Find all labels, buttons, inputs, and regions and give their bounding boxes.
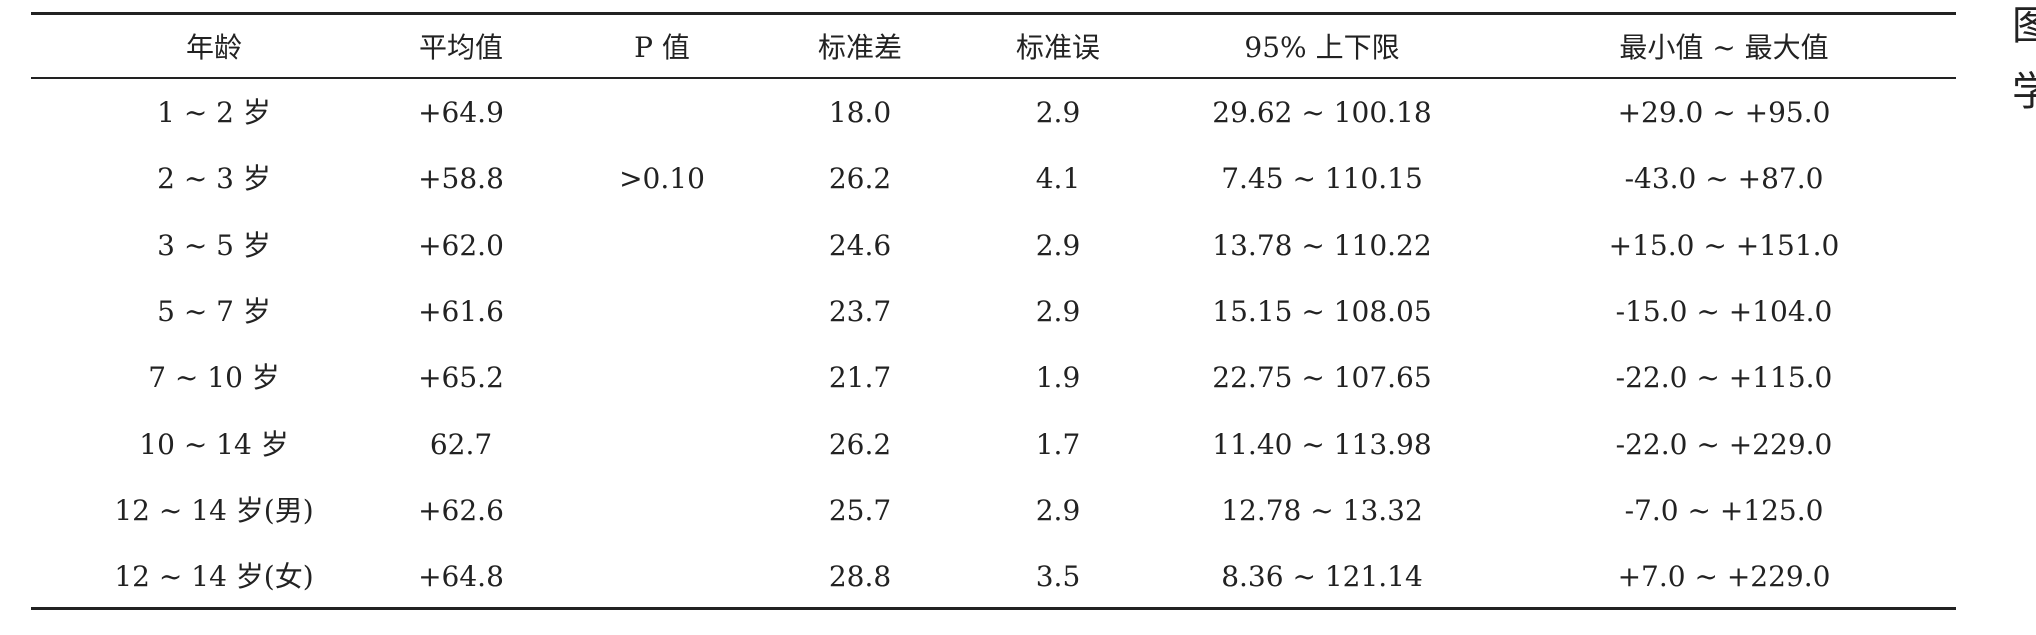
cell: +58.8 <box>418 162 504 196</box>
cell: 3 ~ 5 岁 <box>157 228 271 262</box>
cell: -7.0 ~ +125.0 <box>1624 493 1824 527</box>
cell: 2.9 <box>1035 228 1081 262</box>
cell: 2.9 <box>1035 493 1081 527</box>
cell: 22.75 ~ 107.65 <box>1212 361 1432 395</box>
header-cell: P 值 <box>634 31 690 64</box>
cell: +29.0 ~ +95.0 <box>1617 96 1831 129</box>
cell: +7.0 ~ +229.0 <box>1617 560 1831 594</box>
cell: 18.0 <box>828 96 892 129</box>
cell: 12.78 ~ 13.32 <box>1221 493 1423 527</box>
cell: >0.10 <box>619 162 705 196</box>
cell: 1 ~ 2 岁 <box>157 96 271 129</box>
bottom-rule <box>31 607 1956 610</box>
header-cell: 最小值 ~ 最大值 <box>1619 31 1829 64</box>
cell: 23.7 <box>828 294 892 328</box>
cell: 26.2 <box>828 162 892 196</box>
cell: -15.0 ~ +104.0 <box>1615 294 1833 328</box>
cell: -22.0 ~ +115.0 <box>1615 361 1833 395</box>
cell: +15.0 ~ +151.0 <box>1608 228 1840 262</box>
cell: 2.9 <box>1035 294 1081 328</box>
margin-text: 学 <box>2012 69 2036 115</box>
cell: 7.45 ~ 110.15 <box>1221 162 1423 196</box>
cell: +62.0 <box>418 228 504 262</box>
cell: 1.7 <box>1035 427 1081 461</box>
cell: +64.9 <box>418 96 504 129</box>
cell: +62.6 <box>418 493 504 527</box>
cell: 12 ~ 14 岁(男) <box>114 493 314 527</box>
header-cell: 标准误 <box>1015 31 1101 64</box>
cell: 29.62 ~ 100.18 <box>1212 96 1432 129</box>
cell: 3.5 <box>1035 560 1081 594</box>
cell: 8.36 ~ 121.14 <box>1221 560 1423 594</box>
cell: 21.7 <box>828 361 892 395</box>
cell: -22.0 ~ +229.0 <box>1615 427 1833 461</box>
cell: 13.78 ~ 110.22 <box>1212 228 1432 262</box>
cell: +65.2 <box>418 361 504 395</box>
header-cell: 平均值 <box>418 31 504 64</box>
cell: 4.1 <box>1035 162 1081 196</box>
cell: 2 ~ 3 岁 <box>157 162 271 196</box>
header-cell: 年龄 <box>185 31 243 64</box>
cell: 12 ~ 14 岁(女) <box>114 560 314 594</box>
cell: 15.15 ~ 108.05 <box>1212 294 1432 328</box>
top-rule <box>31 12 1956 15</box>
margin-text: 图 <box>2012 3 2036 49</box>
cell: 10 ~ 14 岁 <box>139 427 289 461</box>
cell: 28.8 <box>828 560 892 594</box>
cell: 7 ~ 10 岁 <box>148 361 280 395</box>
cell: +64.8 <box>418 560 504 594</box>
cell: -43.0 ~ +87.0 <box>1624 162 1824 196</box>
cell: 11.40 ~ 113.98 <box>1212 427 1432 461</box>
header-cell: 95% 上下限 <box>1244 31 1400 64</box>
header-rule <box>31 77 1956 79</box>
cell: 62.7 <box>429 427 493 461</box>
cell: +61.6 <box>418 294 504 328</box>
cell: 24.6 <box>828 228 892 262</box>
cell: 26.2 <box>828 427 892 461</box>
cell: 5 ~ 7 岁 <box>157 294 271 328</box>
header-cell: 标准差 <box>817 31 903 64</box>
cell: 2.9 <box>1035 96 1081 129</box>
cell: 25.7 <box>828 493 892 527</box>
cell: 1.9 <box>1035 361 1081 395</box>
